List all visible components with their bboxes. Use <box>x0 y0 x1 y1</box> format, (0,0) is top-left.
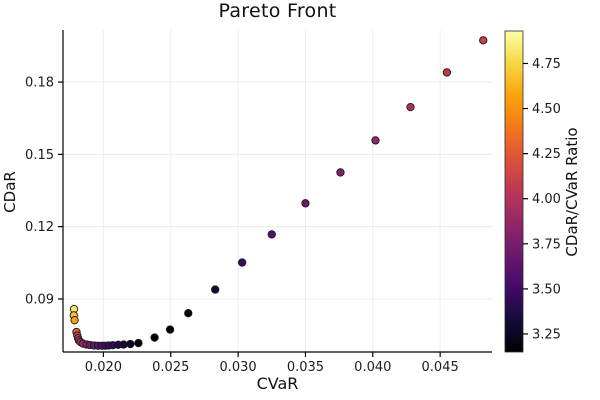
data-point <box>442 68 452 77</box>
data-point <box>406 102 415 112</box>
colorbar-tick-label: 4.00 <box>532 192 561 207</box>
data-point <box>267 230 276 239</box>
colorbar-tick-label: 3.50 <box>532 282 561 297</box>
data-point <box>479 36 488 45</box>
x-tick-label: 0.035 <box>287 360 324 375</box>
data-point <box>237 258 247 267</box>
data-point <box>119 340 128 349</box>
data-point <box>301 199 310 208</box>
y-tick-label: 0.15 <box>25 148 54 163</box>
x-tick-label: 0.030 <box>219 360 256 375</box>
data-point <box>134 338 143 348</box>
colorbar-tick-label: 4.75 <box>532 57 561 72</box>
x-tick-label: 0.045 <box>422 360 459 375</box>
colorbar-gradient <box>504 30 524 353</box>
y-tick-label: 0.09 <box>25 292 54 307</box>
data-point <box>150 333 159 342</box>
colorbar-tick-label: 4.50 <box>532 102 561 117</box>
x-tick-label: 0.025 <box>152 360 189 375</box>
data-point <box>165 325 175 334</box>
data-point <box>336 168 345 177</box>
y-tick-label: 0.12 <box>25 220 54 235</box>
x-tick-label: 0.020 <box>85 360 122 375</box>
data-point <box>371 136 380 145</box>
y-tick-label: 0.18 <box>25 76 54 91</box>
colorbar-tick-label: 3.25 <box>532 327 561 342</box>
data-point <box>126 339 135 349</box>
x-axis-label: CVaR <box>256 374 299 393</box>
colorbar-tick-label: 3.75 <box>532 237 561 252</box>
data-point <box>211 285 220 294</box>
data-point <box>184 309 193 318</box>
colorbar-tick-label: 4.25 <box>532 147 561 162</box>
data-point <box>70 316 79 325</box>
chart-title: Pareto Front <box>218 0 337 22</box>
x-tick-label: 0.040 <box>354 360 391 375</box>
y-axis-label: CDaR <box>1 171 19 213</box>
colorbar-label: CDaR/CVaR Ratio <box>563 127 581 257</box>
